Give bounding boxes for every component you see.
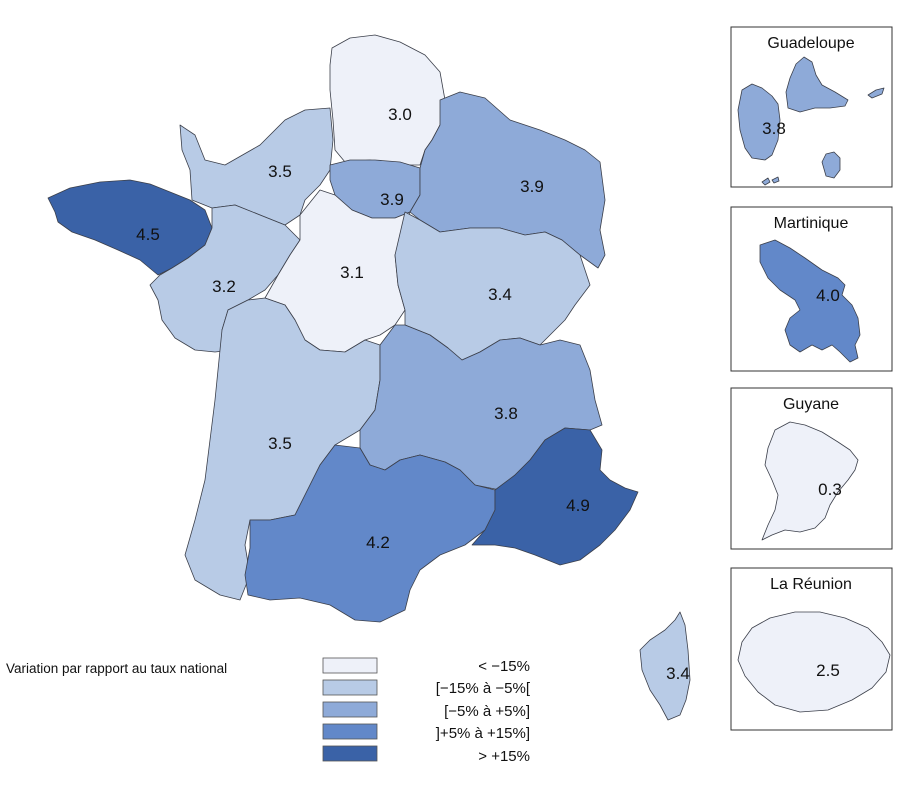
- island-martinique[interactable]: [759, 239, 861, 363]
- inset-guyane-title: Guyane: [783, 396, 839, 413]
- island-desirade[interactable]: [867, 87, 885, 99]
- value-occitanie: 4.2: [366, 533, 390, 552]
- legend-label-2: [−15% à −5%[: [436, 680, 531, 697]
- legend-swatch-2: [322, 679, 378, 696]
- region-pays-de-la-loire[interactable]: [149, 204, 301, 353]
- value-hauts-de-france: 3.0: [388, 105, 412, 124]
- island-marie-galante[interactable]: [821, 151, 841, 179]
- inset-guyane-value: 0.3: [818, 480, 842, 499]
- legend-swatch-3: [322, 701, 378, 718]
- island-guadeloupe-grande-terre[interactable]: [785, 56, 849, 113]
- value-auvergne-rhone-alpes: 3.8: [494, 404, 518, 423]
- value-normandie: 3.5: [268, 162, 292, 181]
- region-paca[interactable]: [471, 427, 639, 566]
- territory-guyane[interactable]: [761, 421, 859, 541]
- inset-la-reunion-title: La Réunion: [770, 576, 852, 593]
- island-guadeloupe-basse-terre[interactable]: [737, 83, 781, 161]
- legend-swatch-1: [322, 657, 378, 674]
- value-bourgogne-franche-comte: 3.4: [488, 285, 512, 304]
- value-corse: 3.4: [666, 664, 690, 683]
- region-centre-val-de-loire[interactable]: [264, 189, 411, 353]
- value-pays-de-la-loire: 3.2: [212, 277, 236, 296]
- inset-martinique: Martinique 4.0: [730, 206, 893, 372]
- region-corse[interactable]: [639, 611, 691, 721]
- metropole-value-labels: 4.5 3.5 3.0 3.9 3.9 3.2 3.1 3.4 3.5 3.8 …: [136, 105, 690, 683]
- legend-label-4: ]+5% à +15%]: [436, 725, 530, 742]
- legend-label-3: [−5% à +5%]: [444, 703, 530, 720]
- inset-la-reunion-value: 2.5: [816, 661, 840, 680]
- inset-guadeloupe-value: 3.8: [762, 119, 786, 138]
- value-centre-val-de-loire: 3.1: [340, 263, 364, 282]
- value-paca: 4.9: [566, 496, 590, 515]
- inset-guyane: Guyane 0.3: [730, 387, 893, 550]
- value-ile-de-france: 3.9: [380, 190, 404, 209]
- inset-martinique-title: Martinique: [774, 215, 849, 232]
- value-grand-est: 3.9: [520, 177, 544, 196]
- legend-swatch-5: [322, 745, 378, 762]
- value-nouvelle-aquitaine: 3.5: [268, 434, 292, 453]
- inset-guadeloupe: Guadeloupe 3.8: [730, 26, 893, 188]
- inset-la-reunion: La Réunion 2.5: [730, 567, 893, 731]
- metropole-regions: [47, 34, 691, 721]
- island-la-reunion[interactable]: [737, 611, 891, 713]
- island-les-saintes[interactable]: [761, 176, 780, 186]
- inset-martinique-value: 4.0: [816, 286, 840, 305]
- value-bretagne: 4.5: [136, 225, 160, 244]
- legend: Variation par rapport au taux national <…: [6, 657, 531, 765]
- legend-label-1: < −15%: [478, 658, 530, 675]
- legend-title: Variation par rapport au taux national: [6, 661, 227, 676]
- legend-swatch-4: [322, 723, 378, 740]
- legend-label-5: > +15%: [478, 748, 530, 765]
- region-normandie[interactable]: [179, 107, 334, 226]
- inset-guadeloupe-title: Guadeloupe: [767, 35, 854, 52]
